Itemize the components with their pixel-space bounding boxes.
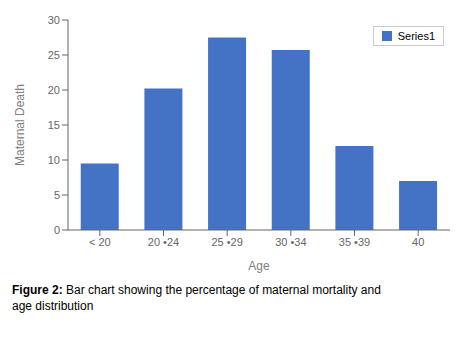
- svg-text:10: 10: [48, 154, 60, 166]
- svg-text:30 •34: 30 •34: [275, 236, 306, 248]
- svg-text:40: 40: [412, 236, 424, 248]
- svg-text:5: 5: [54, 189, 60, 201]
- html-text:Series1: Series1: [397, 30, 435, 42]
- svg-text:20: 20: [48, 84, 60, 96]
- svg-text:Age: Age: [248, 259, 270, 273]
- svg-text:20 •24: 20 •24: [148, 236, 179, 248]
- svg-text:Maternal Death: Maternal Death: [13, 84, 27, 166]
- svg-text:< 20: < 20: [89, 236, 111, 248]
- svg-text:35 •39: 35 •39: [339, 236, 370, 248]
- svg-text:15: 15: [48, 119, 60, 131]
- html-text:Figure 2: Bar chart showing th: Figure 2: Bar chart showing the percenta…: [12, 283, 381, 313]
- svg-text:0: 0: [54, 224, 60, 236]
- svg-text:30: 30: [48, 14, 60, 26]
- svg-text:25 •29: 25 •29: [211, 236, 242, 248]
- svg-text:25: 25: [48, 49, 60, 61]
